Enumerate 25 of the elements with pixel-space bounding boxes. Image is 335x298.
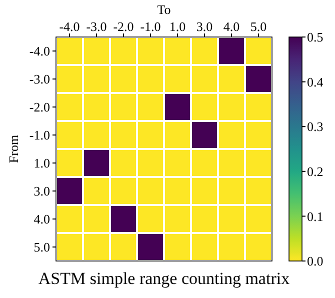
color-bar-label: 0.0 bbox=[307, 254, 324, 269]
y-tick-label: 4.0 bbox=[34, 212, 50, 227]
y-tick-label: -4.0 bbox=[29, 44, 50, 59]
x-tick-label: -2.0 bbox=[113, 19, 134, 34]
y-tick-label: 1.0 bbox=[34, 156, 50, 171]
x-tick-label: 1.0 bbox=[169, 19, 186, 34]
x-tick-label: -1.0 bbox=[140, 19, 161, 34]
x-tick-label: 4.0 bbox=[223, 19, 240, 34]
x-axis-title: To bbox=[157, 2, 171, 17]
y-axis-title: From bbox=[6, 134, 21, 164]
x-tick-label: 3.0 bbox=[196, 19, 213, 34]
color-bar-label: 0.1 bbox=[307, 208, 324, 224]
x-tick-label: 5.0 bbox=[250, 19, 267, 34]
y-tick-label: 3.0 bbox=[34, 184, 50, 199]
x-tick-label: -3.0 bbox=[86, 19, 107, 34]
color-bar-label: 0.3 bbox=[307, 119, 324, 134]
color-bar-label: 0.5 bbox=[307, 30, 324, 45]
x-tick-label: -4.0 bbox=[59, 19, 80, 34]
y-tick-label: -2.0 bbox=[29, 100, 50, 115]
y-tick-label: -1.0 bbox=[29, 128, 50, 143]
y-tick-label: 5.0 bbox=[34, 240, 50, 255]
y-tick-label: -3.0 bbox=[29, 72, 50, 87]
text: ASTM simple range counting matrix bbox=[38, 269, 290, 288]
color-bar-label: 0.4 bbox=[307, 74, 324, 90]
color-bar-label: 0.2 bbox=[307, 164, 324, 179]
